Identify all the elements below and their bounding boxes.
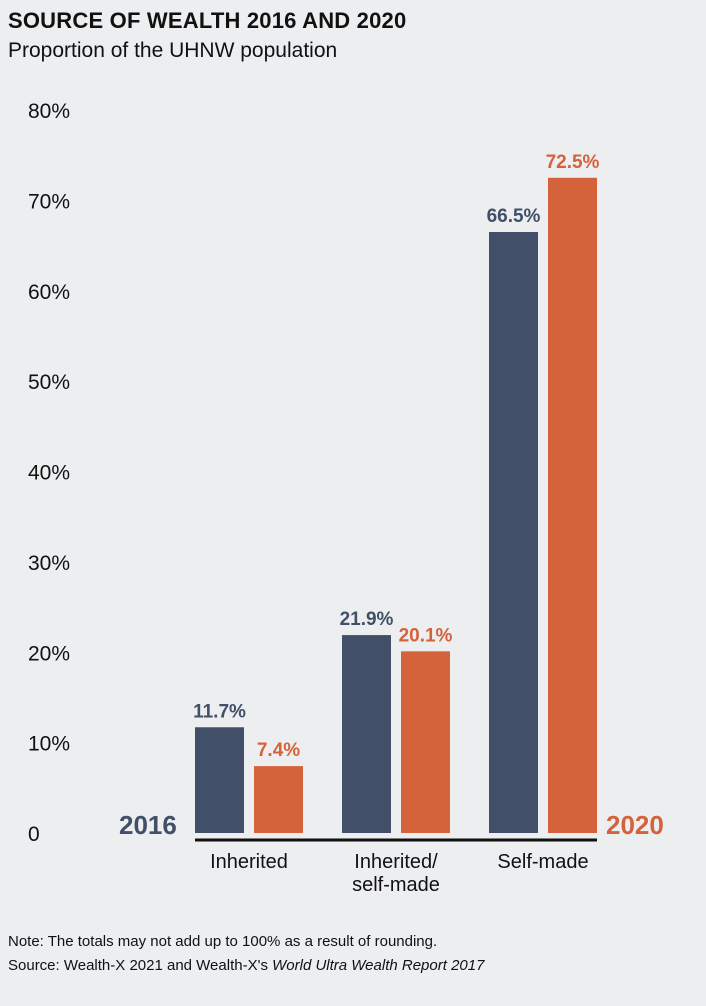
legend-label-2020: 2020 — [606, 810, 664, 840]
y-tick-label: 30% — [28, 552, 70, 575]
y-tick-label: 40% — [28, 462, 70, 485]
legend-label-2016: 2016 — [119, 810, 177, 840]
category-label: Inherited/ — [354, 851, 438, 873]
data-label-2016-0: 11.7% — [193, 701, 246, 722]
y-tick-label: 0 — [28, 823, 40, 846]
source-report-title: World Ultra Wealth Report 2017 — [272, 957, 485, 974]
y-tick-label: 50% — [28, 371, 70, 394]
bar-2016-2 — [489, 232, 538, 834]
category-label: Inherited — [210, 851, 288, 873]
chart-title: SOURCE OF WEALTH 2016 AND 2020 — [8, 8, 407, 33]
data-label-2016-2: 66.5% — [487, 206, 541, 227]
rounding-note: Note: The totals may not add up to 100% … — [8, 933, 438, 950]
y-tick-label: 60% — [28, 281, 70, 304]
y-tick-label: 70% — [28, 190, 70, 213]
bar-2020-0 — [254, 766, 303, 833]
y-tick-label: 80% — [28, 100, 70, 123]
category-label: self-made — [352, 874, 440, 896]
source-note: Source: Wealth-X 2021 and Wealth-X's Wor… — [8, 954, 484, 978]
y-tick-label: 20% — [28, 642, 70, 665]
bar-2020-2 — [548, 177, 597, 833]
data-label-2020-1: 20.1% — [399, 625, 453, 646]
data-label-2016-1: 21.9% — [340, 609, 394, 630]
chart-footnotes: Note: The totals may not add up to 100% … — [8, 930, 484, 978]
source-text: Source: Wealth-X 2021 and Wealth-X's — [8, 957, 273, 974]
bar-2016-1 — [342, 635, 391, 833]
chart-subtitle: Proportion of the UHNW population — [8, 39, 338, 62]
data-label-2020-0: 7.4% — [257, 740, 300, 761]
bar-2020-1 — [401, 651, 450, 833]
bar-2016-0 — [195, 727, 244, 833]
data-label-2020-2: 72.5% — [546, 152, 600, 173]
y-tick-label: 10% — [28, 733, 70, 756]
category-label: Self-made — [497, 851, 588, 873]
